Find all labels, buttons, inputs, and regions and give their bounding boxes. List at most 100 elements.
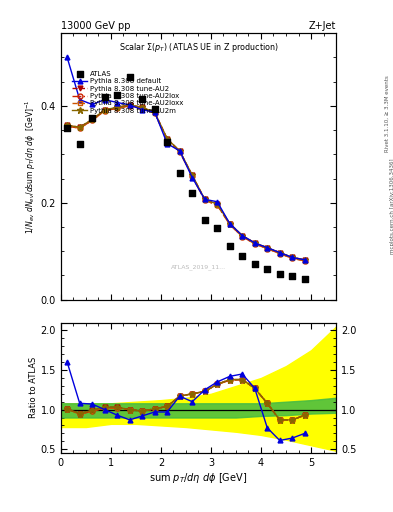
Pythia 8.308 default [165, 141, 169, 147]
Pythia 8.308 tune-AU2loxx [202, 197, 207, 203]
Pythia 8.308 default [65, 54, 70, 60]
Text: Scalar $\Sigma(p_T)$ (ATLAS UE in Z production): Scalar $\Sigma(p_T)$ (ATLAS UE in Z prod… [119, 41, 278, 54]
ATLAS [176, 168, 183, 177]
ATLAS [214, 224, 220, 232]
Pythia 8.308 tune-AU2loxx [302, 258, 307, 264]
Line: Pythia 8.308 tune-AU2loxx: Pythia 8.308 tune-AU2loxx [65, 103, 307, 263]
Pythia 8.308 tune-AU2 [265, 245, 270, 251]
ATLAS [277, 270, 283, 278]
Pythia 8.308 tune-AU2m [152, 109, 157, 115]
Pythia 8.308 tune-AU2loxx [265, 246, 270, 252]
Pythia 8.308 tune-AU2m [228, 221, 232, 227]
Pythia 8.308 tune-AU2loxx [240, 233, 244, 240]
Pythia 8.308 tune-AU2m [190, 172, 195, 178]
Pythia 8.308 default [190, 175, 195, 181]
Pythia 8.308 default [127, 102, 132, 108]
Pythia 8.308 default [115, 99, 119, 105]
Pythia 8.308 default [102, 97, 107, 103]
Pythia 8.308 default [215, 199, 220, 205]
ATLAS [301, 274, 308, 283]
Pythia 8.308 tune-AU2loxx [190, 173, 195, 179]
Y-axis label: $1/N_{ev}\ dN_{ev}/d\mathrm{sum}\ p_T/d\eta\ d\phi$  [GeV]$^{-1}$: $1/N_{ev}\ dN_{ev}/d\mathrm{sum}\ p_T/d\… [24, 99, 38, 233]
Pythia 8.308 tune-AU2 [152, 109, 157, 115]
Pythia 8.308 default [90, 101, 95, 108]
Pythia 8.308 tune-AU2lox [140, 105, 145, 112]
Pythia 8.308 tune-AU2m [102, 106, 107, 113]
Pythia 8.308 tune-AU2lox [102, 108, 107, 114]
Pythia 8.308 tune-AU2 [77, 124, 82, 130]
Text: Rivet 3.1.10, ≥ 3.3M events: Rivet 3.1.10, ≥ 3.3M events [385, 75, 389, 152]
Pythia 8.308 tune-AU2lox [240, 233, 244, 240]
Pythia 8.308 tune-AU2m [140, 104, 145, 111]
Pythia 8.308 tune-AU2m [90, 116, 95, 122]
Pythia 8.308 tune-AU2m [202, 196, 207, 202]
Pythia 8.308 tune-AU2 [165, 136, 169, 142]
Pythia 8.308 default [228, 221, 232, 227]
Pythia 8.308 tune-AU2loxx [228, 221, 232, 227]
Pythia 8.308 tune-AU2lox [202, 197, 207, 203]
Pythia 8.308 tune-AU2 [65, 122, 70, 129]
X-axis label: sum $p_T/d\eta\ d\phi$ [GeV]: sum $p_T/d\eta\ d\phi$ [GeV] [149, 471, 248, 485]
Pythia 8.308 default [152, 109, 157, 115]
Pythia 8.308 tune-AU2m [277, 249, 282, 255]
Pythia 8.308 default [140, 106, 145, 113]
Pythia 8.308 tune-AU2lox [127, 103, 132, 109]
Pythia 8.308 tune-AU2 [302, 257, 307, 263]
Pythia 8.308 tune-AU2m [302, 257, 307, 263]
Pythia 8.308 tune-AU2 [290, 254, 295, 261]
Pythia 8.308 tune-AU2 [177, 148, 182, 154]
ATLAS [77, 140, 83, 148]
Pythia 8.308 tune-AU2loxx [65, 123, 70, 130]
Pythia 8.308 tune-AU2m [265, 245, 270, 251]
Pythia 8.308 tune-AU2 [190, 172, 195, 178]
Pythia 8.308 tune-AU2m [127, 102, 132, 108]
Pythia 8.308 tune-AU2loxx [277, 250, 282, 257]
Pythia 8.308 tune-AU2loxx [290, 255, 295, 262]
Pythia 8.308 tune-AU2m [252, 240, 257, 246]
Pythia 8.308 default [277, 249, 282, 255]
Pythia 8.308 tune-AU2 [127, 102, 132, 108]
Text: ATLAS_2019_11...: ATLAS_2019_11... [171, 265, 226, 270]
Y-axis label: Ratio to ATLAS: Ratio to ATLAS [29, 357, 38, 418]
Pythia 8.308 tune-AU2loxx [115, 105, 119, 112]
Pythia 8.308 tune-AU2 [102, 106, 107, 113]
Pythia 8.308 tune-AU2loxx [140, 105, 145, 112]
Pythia 8.308 default [77, 97, 82, 103]
Pythia 8.308 default [177, 148, 182, 154]
Text: 13000 GeV pp: 13000 GeV pp [61, 20, 130, 31]
Pythia 8.308 tune-AU2 [90, 116, 95, 122]
ATLAS [264, 265, 270, 273]
Pythia 8.308 tune-AU2lox [277, 250, 282, 257]
Pythia 8.308 tune-AU2loxx [77, 125, 82, 131]
Pythia 8.308 tune-AU2lox [177, 149, 182, 155]
ATLAS [289, 272, 296, 281]
Pythia 8.308 default [265, 245, 270, 251]
Pythia 8.308 tune-AU2lox [65, 123, 70, 130]
Pythia 8.308 tune-AU2m [77, 124, 82, 130]
Pythia 8.308 tune-AU2lox [215, 202, 220, 208]
Pythia 8.308 tune-AU2loxx [252, 241, 257, 247]
ATLAS [64, 123, 70, 132]
Pythia 8.308 tune-AU2lox [228, 221, 232, 227]
Line: Pythia 8.308 tune-AU2: Pythia 8.308 tune-AU2 [65, 102, 307, 262]
ATLAS [89, 114, 95, 122]
Pythia 8.308 tune-AU2m [177, 148, 182, 154]
ATLAS [164, 138, 170, 146]
Pythia 8.308 tune-AU2lox [90, 117, 95, 123]
Pythia 8.308 tune-AU2 [215, 201, 220, 207]
Pythia 8.308 tune-AU2loxx [102, 108, 107, 114]
Pythia 8.308 tune-AU2m [215, 201, 220, 207]
ATLAS [252, 260, 258, 268]
Pythia 8.308 tune-AU2m [165, 136, 169, 142]
Pythia 8.308 default [240, 232, 244, 239]
Pythia 8.308 tune-AU2loxx [177, 149, 182, 155]
Pythia 8.308 tune-AU2lox [115, 105, 119, 112]
Pythia 8.308 tune-AU2m [115, 104, 119, 111]
Pythia 8.308 tune-AU2 [240, 232, 244, 239]
Pythia 8.308 tune-AU2lox [152, 110, 157, 116]
Pythia 8.308 tune-AU2lox [302, 258, 307, 264]
ATLAS [127, 73, 133, 81]
Pythia 8.308 tune-AU2m [290, 254, 295, 261]
Pythia 8.308 tune-AU2 [228, 221, 232, 227]
Pythia 8.308 default [202, 196, 207, 202]
